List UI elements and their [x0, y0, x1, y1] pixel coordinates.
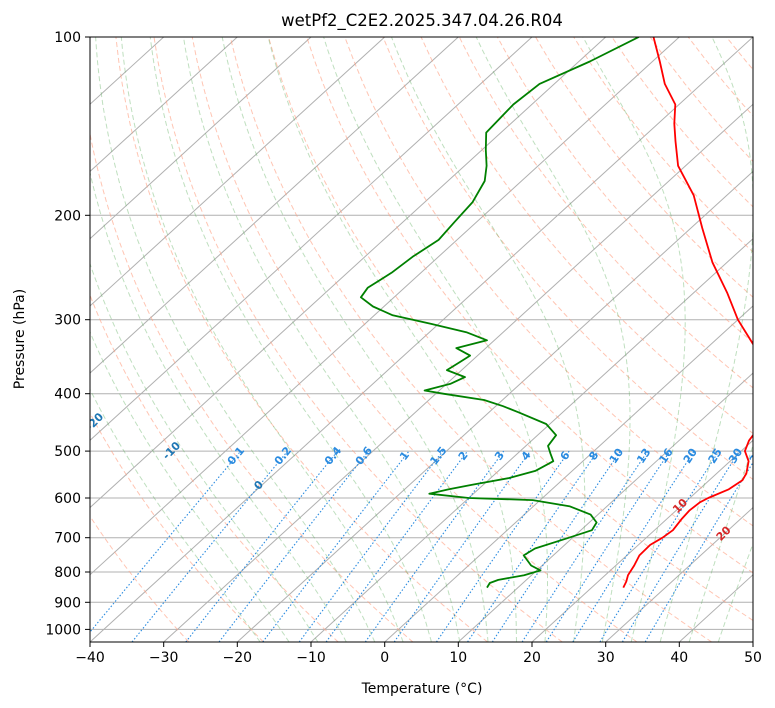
moist-adiabat-line — [659, 37, 753, 642]
moist-adiabat-line — [221, 37, 489, 642]
x-tick-label: 20 — [523, 650, 541, 666]
mixing-ratio-line — [218, 450, 369, 642]
isotherm-line — [90, 37, 607, 509]
isotherm-line — [90, 37, 533, 442]
mixing-ratio-line — [621, 450, 740, 642]
isotherm-line — [531, 439, 753, 642]
mixing-ratio-line — [435, 450, 570, 642]
mixing-ratio-layer — [90, 450, 753, 642]
isotherm-line — [457, 372, 753, 642]
y-tick-label: 200 — [54, 208, 81, 224]
plot-frame — [89, 36, 754, 643]
x-tick-label: −30 — [149, 650, 179, 666]
moist-adiabat-line — [688, 443, 753, 642]
isotherm-line — [90, 37, 680, 576]
moist-adiabat-line — [183, 37, 461, 642]
moist-adiabat-line — [323, 37, 548, 642]
y-axis-label: Pressure (hPa) — [12, 289, 28, 389]
mixing-ratio-line — [644, 461, 753, 642]
y-tick-label: 800 — [54, 565, 81, 581]
x-tick-label: −20 — [223, 650, 253, 666]
x-tick-label: 50 — [744, 650, 762, 666]
isotherm-line — [384, 305, 753, 642]
isotherm-line — [90, 37, 312, 240]
moist-adiabat-line — [391, 37, 586, 642]
dry-adiabat-line — [268, 37, 753, 622]
isotherm-line — [90, 37, 459, 374]
moist-adiabat-line — [120, 37, 404, 642]
x-tick-label: 30 — [597, 650, 615, 666]
isotherm-line — [163, 103, 753, 642]
y-tick-label: 100 — [54, 30, 81, 46]
x-axis: −40 −30 −20 −10 0 10 20 30 40 50 — [75, 642, 762, 666]
mixing-ratio-line — [364, 450, 505, 642]
y-tick-label: 300 — [54, 313, 81, 329]
dry-adiabat-line — [115, 37, 488, 642]
x-tick-label: −10 — [296, 650, 326, 666]
dry-adiabat-line — [90, 412, 264, 642]
dry-adiabat-line — [229, 37, 712, 642]
mixing-ratio-line — [131, 450, 289, 642]
mixing-ratio-line — [599, 450, 720, 642]
x-tick-label: 0 — [380, 650, 389, 666]
y-tick-label: 600 — [54, 491, 81, 507]
moist-adiabat-line — [149, 37, 432, 642]
isotherm-line — [605, 506, 753, 642]
profiles-layer — [360, 37, 753, 589]
mixing-ratio-label: 36 — [747, 446, 766, 466]
y-tick-label: 400 — [54, 387, 81, 403]
moist-adiabat-line — [90, 330, 290, 642]
x-tick-label: −40 — [75, 650, 105, 666]
mixing-ratio-line — [262, 450, 410, 642]
mixing-ratio-line — [572, 450, 695, 642]
moist-adiabat-line — [717, 542, 753, 642]
dry-adiabat-line — [535, 37, 753, 298]
moist-adiabats-layer — [90, 37, 753, 642]
mixing-ratio-line — [521, 450, 649, 642]
dry-adiabat-line — [420, 37, 753, 435]
isotherm-line — [90, 37, 753, 642]
grid-layer — [90, 37, 753, 642]
moist-adiabat-line — [90, 262, 319, 642]
mixing-ratio-line — [393, 450, 531, 642]
mixing-ratio-line — [298, 450, 444, 642]
x-tick-label: 40 — [670, 650, 688, 666]
mixing-ratio-line — [545, 450, 671, 642]
chart-title: wetPf2_C2E2.2025.347.04.26.R04 — [281, 11, 563, 31]
dewpoint-profile-line — [360, 37, 640, 589]
dry-adiabat-line — [191, 37, 638, 642]
x-axis-label: Temperature (°C) — [361, 681, 483, 697]
y-tick-label: 500 — [54, 444, 81, 460]
y-tick-label: 700 — [54, 531, 81, 547]
dry-adiabat-line — [153, 37, 563, 642]
dry-adiabat-line — [306, 37, 753, 574]
moist-adiabat-line — [90, 170, 347, 642]
dry-adiabat-line — [382, 37, 753, 481]
x-tick-label: 10 — [449, 650, 467, 666]
moist-adiabat-line — [90, 388, 261, 642]
isotherm-line — [90, 37, 386, 307]
dry-adiabat-line — [496, 37, 753, 344]
mixing-ratio-line — [491, 450, 621, 642]
temperature-profile-line — [622, 37, 753, 588]
y-axis: 1000 900 800 700 600 500 400 300 200 100 — [45, 30, 90, 638]
y-tick-label: 1000 — [45, 622, 81, 638]
dry-adiabat-line — [90, 131, 414, 642]
y-tick-label: 900 — [54, 595, 81, 611]
mixing-ratio-line — [467, 450, 599, 642]
moist-adiabat-line — [582, 37, 686, 642]
moist-adiabat-line — [475, 37, 631, 642]
isotherm-line — [236, 170, 753, 642]
dry-adiabat-line — [344, 37, 753, 527]
isotherm-line — [90, 37, 238, 173]
